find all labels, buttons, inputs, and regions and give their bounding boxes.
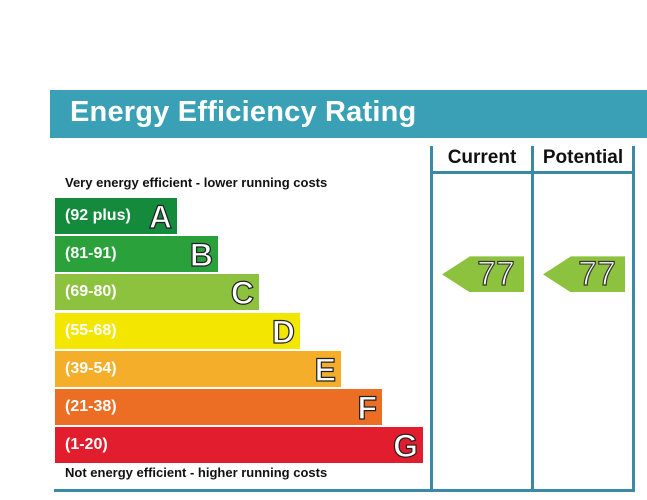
current-column-left-border (430, 146, 433, 492)
potential-column-right-border (632, 146, 635, 492)
top-caption: Very energy efficient - lower running co… (65, 175, 328, 190)
band-a: (92 plus) A (55, 198, 177, 236)
band-range-label: (92 plus) (65, 207, 131, 224)
band-e: (39-54) E (55, 350, 341, 388)
current-column-right-border (531, 146, 534, 492)
band-range-label: (55-68) (65, 321, 117, 339)
band-letter: B (189, 237, 213, 274)
band-letter: E (314, 351, 337, 388)
band-range-label: (39-54) (65, 359, 117, 377)
band-letter: F (357, 389, 378, 426)
band-b: (81-91) B (55, 236, 218, 274)
band-letter: C (230, 275, 254, 312)
current-rating-arrow: 77 (442, 255, 524, 294)
band-letter: D (271, 313, 295, 350)
potential-rating-arrow: 77 (543, 255, 625, 294)
band-d: (55-68) D (55, 312, 300, 350)
band-range-label: (69-80) (65, 283, 117, 301)
band-c: (69-80) C (55, 274, 259, 312)
band-letter: A (148, 198, 172, 235)
chart-header: Energy Efficiency Rating (50, 90, 647, 138)
frame-bottom-line (54, 489, 635, 492)
potential-column-title: Potential (542, 147, 624, 168)
header-row-divider (430, 171, 635, 174)
potential-rating-value: 77 (577, 255, 616, 294)
current-rating-value: 77 (476, 255, 515, 294)
band-range-label: (1-20) (65, 436, 108, 454)
band-range-label: (21-38) (65, 398, 117, 415)
band-letter: G (393, 428, 419, 465)
band-g: (1-20) G (55, 427, 423, 465)
band-f: (21-38) F (55, 389, 382, 427)
chart-title: Energy Efficiency Rating (70, 96, 417, 128)
current-column-title: Current (447, 147, 517, 168)
bottom-caption: Not energy efficient - higher running co… (65, 465, 328, 480)
band-range-label: (81-91) (65, 245, 117, 263)
